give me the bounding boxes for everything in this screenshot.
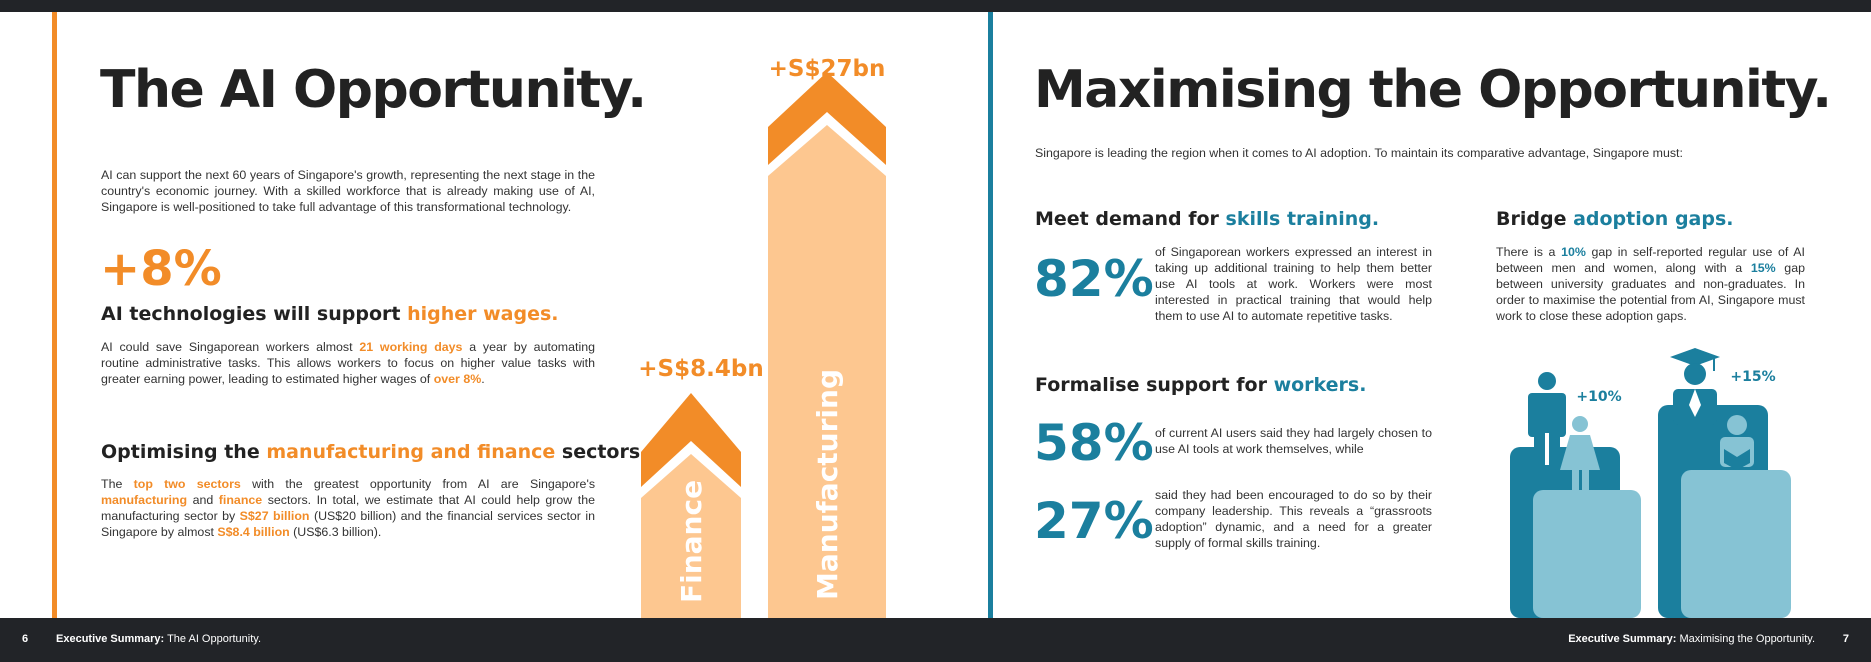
left-accent-line (52, 12, 57, 618)
finance-arrow-value: +S$8.4bn (638, 356, 763, 382)
workers-text-58: of current AI users said they had largel… (1155, 426, 1432, 456)
right-page-number: 7 (1842, 633, 1849, 645)
gaps-heading: Bridge adoption gaps. (1496, 208, 1734, 230)
sectors-paragraph: The top two sectors with the greatest op… (101, 477, 596, 539)
gender-front-pedestal (1533, 490, 1641, 618)
manufacturing-arrow-label: Manufacturing (811, 369, 844, 600)
manufacturing-arrow-shaft (768, 125, 886, 618)
workers-stat-27: 27% (1034, 492, 1154, 550)
manufacturing-arrow-cap (768, 72, 886, 165)
left-page-number: 6 (22, 633, 29, 645)
workers-heading: Formalise support for workers. (1035, 374, 1367, 396)
skills-heading: Meet demand for skills training. (1035, 208, 1380, 230)
workers-stat-58: 58% (1034, 414, 1154, 472)
finance-arrow-cap (641, 393, 741, 487)
wages-heading: AI technologies will support higher wage… (101, 303, 559, 325)
man-icon (1528, 372, 1566, 465)
education-front-pedestal (1681, 470, 1791, 618)
left-footer-label: Executive Summary: The AI Opportunity. (56, 633, 262, 645)
footer-bar: 6 Executive Summary: The AI Opportunity.… (0, 618, 1871, 662)
finance-arrow-label: Finance (675, 480, 708, 603)
top-bar (0, 0, 1871, 12)
woman-icon (1560, 416, 1600, 490)
skills-stat: 82% (1034, 250, 1154, 308)
finance-arrow-shaft (641, 454, 741, 618)
education-gap-label: +15% (1730, 369, 1775, 385)
sectors-heading: Optimising the manufacturing and finance… (101, 441, 648, 463)
left-intro: AI can support the next 60 years of Sing… (101, 168, 595, 214)
gaps-text: There is a 10% gap in self-reported regu… (1496, 245, 1805, 323)
skills-text: of Singaporean workers expressed an inte… (1155, 245, 1432, 323)
left-page-title: The AI Opportunity. (100, 60, 647, 120)
workers-text-27: said they had been encouraged to do so b… (1155, 488, 1432, 550)
wage-stat: +8% (100, 241, 222, 297)
adoption-gaps-graphic: +10% +15% (1510, 348, 1791, 618)
right-accent-line (988, 12, 993, 618)
gender-gap-label: +10% (1576, 389, 1621, 405)
right-intro: Singapore is leading the region when it … (1035, 146, 1683, 160)
wages-paragraph: AI could save Singaporean workers almost… (101, 340, 595, 386)
sector-arrows-graphic: +S$8.4bn +S$27bn Finance Manufacturing (638, 56, 886, 618)
manufacturing-arrow-value: +S$27bn (769, 56, 886, 82)
right-footer-label: Executive Summary: Maximising the Opport… (1568, 633, 1815, 645)
right-page-title: Maximising the Opportunity. (1034, 60, 1832, 120)
